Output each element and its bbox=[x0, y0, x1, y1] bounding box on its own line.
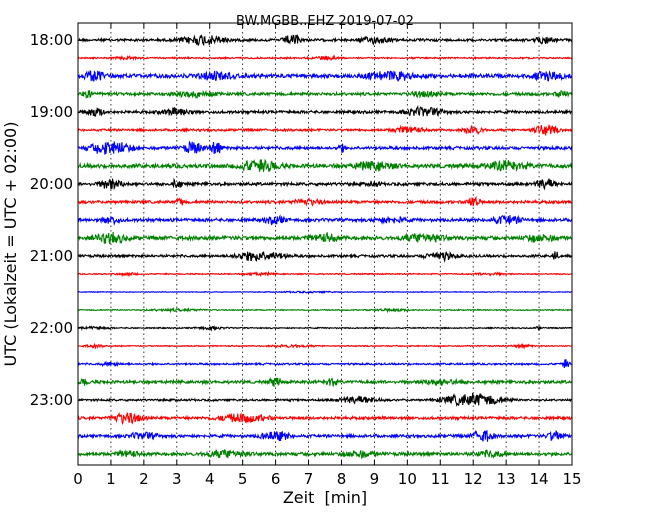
y-tick-label: 22:00 bbox=[30, 319, 73, 337]
x-tick-label: 4 bbox=[205, 470, 215, 488]
seismic-trace bbox=[77, 124, 573, 136]
y-axis: 18:00 19:00 20:00 21:00 22:00 23:00 bbox=[30, 31, 572, 409]
x-tick-label: 14 bbox=[530, 470, 549, 488]
chart-title: BW.MGBB..EHZ 2019-07-02 bbox=[236, 14, 414, 29]
y-tick-label: 21:00 bbox=[30, 247, 73, 265]
x-tick-label: 1 bbox=[106, 470, 116, 488]
seismic-trace bbox=[77, 306, 573, 314]
seismic-trace bbox=[77, 324, 573, 332]
x-tick-label: 3 bbox=[172, 470, 182, 488]
x-tick-label: 10 bbox=[398, 470, 417, 488]
plot-frame bbox=[77, 22, 573, 466]
grid-lines bbox=[110, 23, 540, 465]
trace-group bbox=[77, 33, 573, 460]
x-tick-label: 0 bbox=[73, 470, 83, 488]
x-tick-label: 15 bbox=[562, 470, 581, 488]
x-tick-label: 9 bbox=[370, 470, 380, 488]
seismic-trace bbox=[77, 342, 573, 350]
x-tick-label: 6 bbox=[271, 470, 281, 488]
y-tick-label: 23:00 bbox=[30, 391, 73, 409]
seismic-trace bbox=[77, 429, 573, 442]
seismic-trace bbox=[77, 158, 573, 172]
seismic-trace bbox=[77, 359, 573, 369]
seismic-trace bbox=[77, 54, 573, 61]
seismic-trace bbox=[77, 70, 573, 82]
seismic-trace bbox=[77, 392, 573, 407]
x-tick-label: 5 bbox=[238, 470, 248, 488]
seismic-trace bbox=[77, 177, 573, 191]
x-tick-label: 12 bbox=[464, 470, 483, 488]
x-tick-label: 2 bbox=[139, 470, 149, 488]
x-tick-label: 7 bbox=[304, 470, 314, 488]
seismic-trace bbox=[77, 290, 573, 295]
seismic-trace bbox=[77, 195, 573, 207]
seismic-trace bbox=[77, 251, 573, 263]
seismic-trace bbox=[77, 214, 573, 226]
seismic-trace bbox=[77, 449, 573, 460]
x-axis-label: Zeit [min] bbox=[283, 488, 367, 507]
seismic-trace bbox=[77, 104, 573, 117]
y-axis-label: UTC (Lokalzeit = UTC + 02:00) bbox=[1, 122, 20, 367]
y-tick-label: 20:00 bbox=[30, 175, 73, 193]
x-tick-label: 11 bbox=[431, 470, 450, 488]
seismic-trace bbox=[77, 140, 573, 155]
seismic-trace bbox=[77, 89, 573, 100]
seismic-trace bbox=[77, 411, 573, 426]
seismic-trace bbox=[77, 231, 573, 245]
seismic-trace bbox=[77, 33, 573, 47]
x-tick-label: 8 bbox=[337, 470, 347, 488]
seismic-trace bbox=[77, 376, 573, 387]
y-tick-label: 19:00 bbox=[30, 103, 73, 121]
seismic-trace bbox=[77, 270, 573, 278]
x-tick-label: 13 bbox=[497, 470, 516, 488]
x-axis: 0 1 2 3 4 5 6 7 8 9 10 11 12 13 14 15 bbox=[73, 23, 582, 488]
y-tick-label: 18:00 bbox=[30, 31, 73, 49]
